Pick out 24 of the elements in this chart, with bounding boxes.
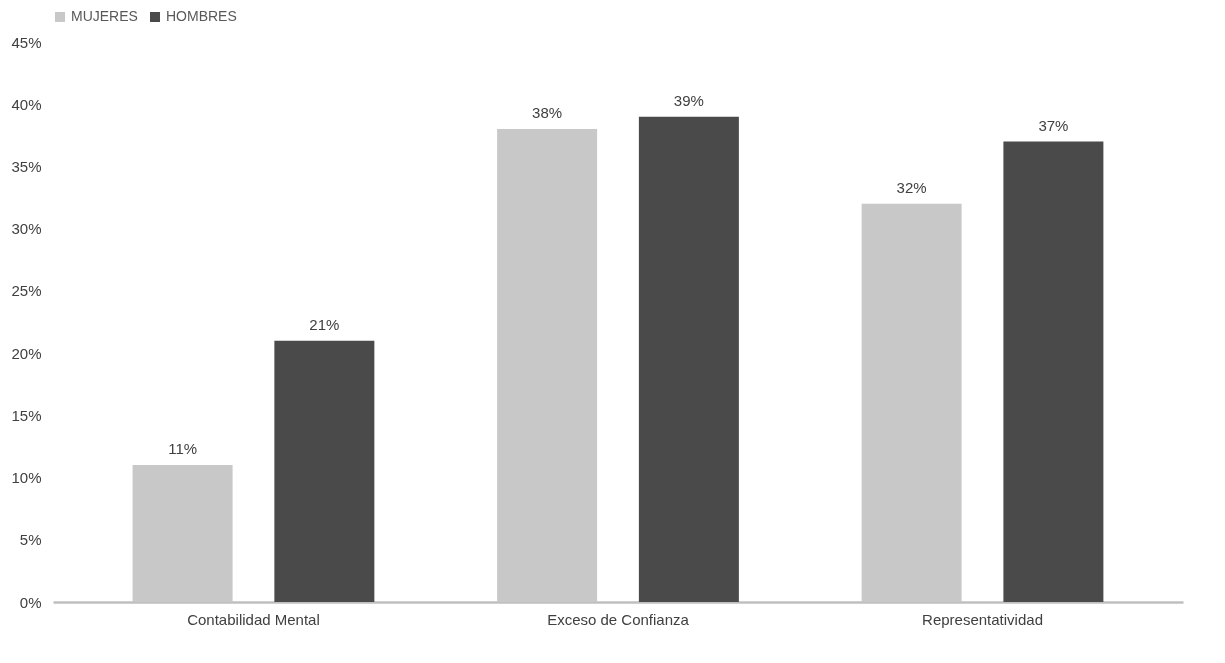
y-tick-label: 45% (11, 33, 42, 51)
data-label: 39% (673, 91, 704, 109)
x-tick-label: Exceso de Confianza (547, 610, 690, 628)
x-tick-label: Representatividad (922, 610, 1043, 628)
y-tick-label: 0% (19, 593, 42, 611)
data-label: 32% (896, 178, 927, 196)
x-tick-label: Contabilidad Mental (187, 610, 320, 628)
y-tick-label: 35% (11, 157, 42, 175)
bar (274, 340, 375, 602)
y-tick-label: 5% (19, 531, 42, 549)
data-label: 38% (532, 104, 563, 122)
bar (638, 116, 739, 602)
legend-label: HOMBRES (166, 8, 237, 24)
y-tick-label: 40% (11, 95, 42, 113)
y-tick-label: 30% (11, 220, 42, 238)
data-label: 37% (1038, 116, 1069, 134)
data-label: 11% (168, 440, 198, 458)
data-label: 21% (309, 315, 340, 333)
y-tick-label: 25% (11, 282, 42, 300)
legend-label: MUJERES (71, 8, 138, 24)
y-tick-label: 20% (11, 344, 42, 362)
y-tick-label: 10% (11, 469, 42, 487)
bar (1003, 141, 1104, 602)
y-tick-label: 15% (11, 406, 42, 424)
